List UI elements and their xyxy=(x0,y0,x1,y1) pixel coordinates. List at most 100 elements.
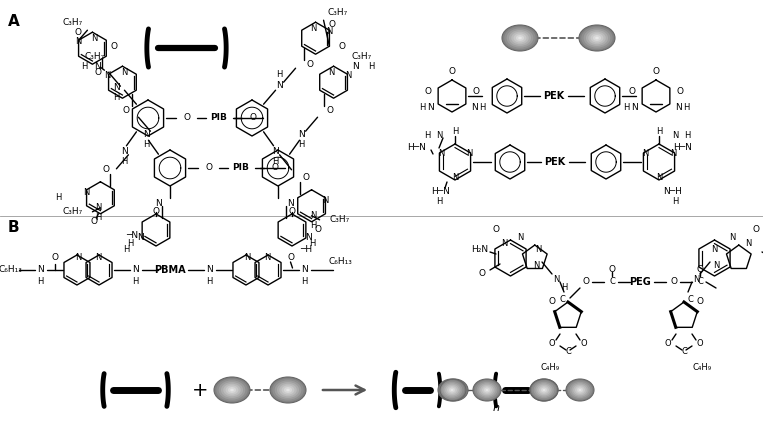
Ellipse shape xyxy=(442,382,462,398)
Text: O: O xyxy=(326,106,333,115)
Text: H─N: H─N xyxy=(432,187,450,196)
Text: O: O xyxy=(306,60,313,69)
Ellipse shape xyxy=(530,379,558,401)
Ellipse shape xyxy=(485,389,488,391)
Text: N: N xyxy=(37,266,44,275)
Text: N: N xyxy=(346,71,352,80)
Ellipse shape xyxy=(532,381,556,399)
Text: H: H xyxy=(623,103,629,112)
Text: N: N xyxy=(311,24,317,33)
Text: N: N xyxy=(671,132,678,141)
Text: N: N xyxy=(95,203,101,212)
Text: O: O xyxy=(95,68,102,77)
Text: N: N xyxy=(438,149,444,158)
Ellipse shape xyxy=(533,382,555,398)
Text: N: N xyxy=(553,275,559,284)
Ellipse shape xyxy=(275,381,301,400)
Ellipse shape xyxy=(221,382,243,398)
Text: C₄H₉: C₄H₉ xyxy=(540,363,559,372)
Ellipse shape xyxy=(504,27,536,49)
Text: C₃H₇: C₃H₇ xyxy=(63,18,82,27)
Text: H: H xyxy=(311,221,317,230)
Ellipse shape xyxy=(536,383,552,397)
Ellipse shape xyxy=(452,389,456,391)
Text: H: H xyxy=(309,239,315,248)
Text: N: N xyxy=(95,254,101,263)
Text: N: N xyxy=(711,245,717,254)
Ellipse shape xyxy=(451,387,457,393)
Ellipse shape xyxy=(284,387,292,393)
Ellipse shape xyxy=(270,377,306,403)
Ellipse shape xyxy=(440,379,468,401)
Text: O: O xyxy=(652,67,659,76)
Text: H─N: H─N xyxy=(407,143,427,152)
Text: C₃H₇: C₃H₇ xyxy=(352,52,372,61)
Text: N: N xyxy=(311,211,317,220)
Text: H─N: H─N xyxy=(674,143,693,152)
Ellipse shape xyxy=(584,28,610,48)
Ellipse shape xyxy=(443,383,461,397)
Ellipse shape xyxy=(445,385,459,396)
Ellipse shape xyxy=(272,379,304,401)
Text: C₃H₇: C₃H₇ xyxy=(327,8,348,17)
Ellipse shape xyxy=(595,37,599,39)
Text: N: N xyxy=(143,130,150,139)
Text: N: N xyxy=(276,81,283,90)
Text: H: H xyxy=(683,103,689,112)
Text: H: H xyxy=(423,132,430,141)
Ellipse shape xyxy=(219,381,246,400)
Text: O: O xyxy=(153,208,159,217)
Text: O: O xyxy=(51,254,58,263)
Ellipse shape xyxy=(568,381,592,399)
Text: N: N xyxy=(244,254,250,263)
Ellipse shape xyxy=(541,387,547,393)
Text: H: H xyxy=(81,62,88,71)
Ellipse shape xyxy=(581,27,613,49)
Ellipse shape xyxy=(224,384,241,396)
Ellipse shape xyxy=(279,384,297,396)
Ellipse shape xyxy=(533,382,555,398)
Text: N: N xyxy=(427,103,433,112)
Text: N─H: N─H xyxy=(664,187,682,196)
Text: O: O xyxy=(752,226,759,235)
Text: N: N xyxy=(272,147,279,156)
Text: H: H xyxy=(301,278,307,287)
Text: C: C xyxy=(565,347,571,356)
Text: N: N xyxy=(642,149,649,158)
Text: N: N xyxy=(301,266,308,275)
Ellipse shape xyxy=(577,387,583,393)
Text: C₆H₁₃: C₆H₁₃ xyxy=(0,266,22,275)
Text: O: O xyxy=(697,339,703,348)
Text: H: H xyxy=(132,278,139,287)
Text: H: H xyxy=(143,140,150,149)
Ellipse shape xyxy=(578,389,581,391)
Text: H: H xyxy=(123,245,129,254)
Text: N: N xyxy=(76,37,82,46)
Ellipse shape xyxy=(446,383,462,397)
Text: C₃H₇: C₃H₇ xyxy=(84,52,105,61)
Text: N: N xyxy=(656,173,662,182)
Text: O: O xyxy=(314,225,321,234)
Text: O: O xyxy=(183,114,191,123)
Text: O: O xyxy=(472,88,479,97)
Text: N: N xyxy=(466,149,472,158)
Text: N: N xyxy=(729,233,736,242)
Ellipse shape xyxy=(443,382,465,398)
Ellipse shape xyxy=(509,30,531,46)
Text: N: N xyxy=(328,68,335,77)
Ellipse shape xyxy=(537,385,551,396)
Text: C: C xyxy=(681,347,687,356)
Text: H: H xyxy=(684,132,691,141)
Ellipse shape xyxy=(593,35,601,41)
Text: O: O xyxy=(671,278,678,287)
Text: N: N xyxy=(471,103,478,112)
Text: N: N xyxy=(121,68,127,77)
Ellipse shape xyxy=(502,25,538,51)
Text: N: N xyxy=(113,83,120,92)
Text: N: N xyxy=(75,254,81,263)
Text: PBMA: PBMA xyxy=(153,265,185,275)
Text: H: H xyxy=(206,278,213,287)
Text: C: C xyxy=(559,296,565,305)
Text: O: O xyxy=(697,297,703,306)
Text: O: O xyxy=(665,339,671,348)
